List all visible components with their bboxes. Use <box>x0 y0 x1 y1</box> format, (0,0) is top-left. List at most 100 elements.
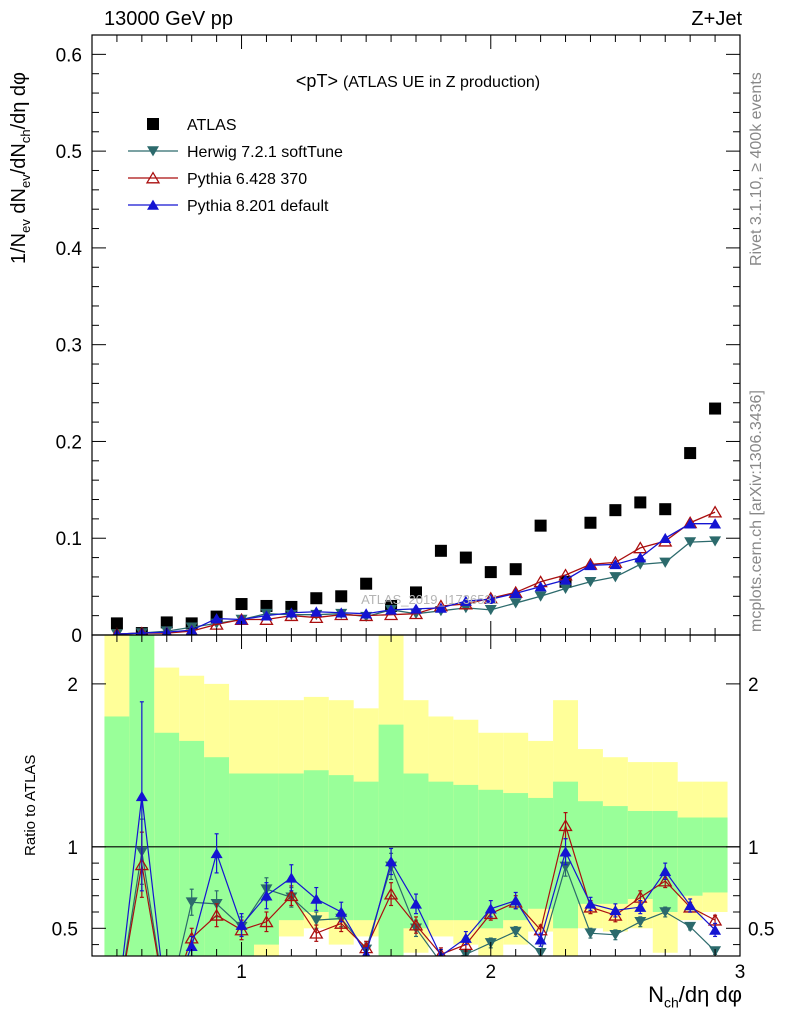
ratio-point <box>335 906 348 917</box>
main-series-group <box>110 402 723 635</box>
ratio-point <box>559 846 572 857</box>
main-ytick-label: 0.4 <box>56 239 83 260</box>
band-inner <box>328 775 354 921</box>
data-point <box>609 504 622 517</box>
ratio-point <box>659 865 672 877</box>
data-point <box>534 581 547 592</box>
ratio-point <box>634 916 647 928</box>
data-point <box>110 617 123 630</box>
data-point <box>584 559 597 571</box>
xlabel-n: N <box>648 982 664 1007</box>
data-point <box>659 557 672 568</box>
ratio-point <box>435 958 447 968</box>
legend-label: Pythia 8.201 default <box>187 198 329 215</box>
title-sub: (ATLAS UE in Z production) <box>343 74 540 91</box>
ratio-ytick-label: 2 <box>67 675 78 696</box>
data-point <box>634 496 647 509</box>
channel-label: Z+Jet <box>691 8 742 30</box>
band-inner <box>528 797 554 909</box>
xlabel: Nch/dη dφ <box>648 982 742 1010</box>
data-point <box>434 544 447 557</box>
ratio-ytick-label: 1 <box>67 838 78 859</box>
ratio-point <box>684 921 697 933</box>
ratio-point <box>459 932 472 943</box>
ratio-point <box>509 895 522 906</box>
band-inner <box>652 810 678 913</box>
legend-label: Pythia 6.428 370 <box>187 171 307 188</box>
data-point <box>659 503 672 516</box>
band-inner <box>353 781 379 921</box>
ratio-ytick-label-right: 2 <box>748 675 759 696</box>
ratio-point <box>659 907 672 918</box>
ratio-point <box>684 900 697 911</box>
ratio-point <box>484 903 497 914</box>
data-point <box>709 402 722 415</box>
ratio-series-triangle-up <box>122 701 722 956</box>
data-point <box>509 587 522 599</box>
ratio-ytick-label-right: 1 <box>748 838 759 859</box>
data-point <box>309 610 324 624</box>
ratio-point <box>584 928 597 939</box>
main-ytick-label: 0.1 <box>56 529 82 550</box>
ratio-series-group <box>122 701 723 968</box>
legend-entry: ATLAS <box>147 117 237 134</box>
legend: ATLAS Herwig 7.2.1 softTune Pythia 6.428 3… <box>128 117 343 215</box>
xtick-label: 2 <box>485 962 496 983</box>
xlabel-sub: ch <box>664 994 679 1011</box>
data-point <box>410 586 422 599</box>
data-point <box>534 591 547 602</box>
data-point <box>509 563 522 576</box>
process-label: 13000 GeV pp <box>104 8 233 30</box>
data-point <box>310 592 323 605</box>
ratio-ytick-label-right: 0.5 <box>748 919 774 940</box>
data-point <box>684 447 697 460</box>
legend-entry: Herwig 7.2.1 softTune <box>128 144 343 161</box>
data-point <box>160 616 173 629</box>
data-point <box>709 518 722 529</box>
data-point <box>235 598 248 611</box>
ratio-point <box>534 934 547 945</box>
data-point <box>235 614 248 625</box>
legend-entry: Pythia 8.201 default <box>128 198 329 215</box>
legend-marker <box>147 118 159 130</box>
band-inner <box>179 740 205 956</box>
chart-title: <pT> (ATLAS UE in Z production) <box>296 71 540 91</box>
ratio-point <box>185 897 198 908</box>
legend-marker <box>147 146 159 157</box>
data-point <box>609 572 622 583</box>
main-ytick-label: 0.2 <box>56 432 82 453</box>
main-series-triangle-up <box>113 518 722 635</box>
data-point <box>484 566 497 579</box>
ratio-point <box>259 915 274 928</box>
ratio-point <box>383 887 399 900</box>
ratio-point <box>235 919 248 930</box>
data-point <box>684 537 697 548</box>
ratio-point <box>408 918 424 931</box>
watermark: ATLAS_2019_I1736531 <box>361 592 499 607</box>
ratio-point <box>334 916 349 929</box>
main-ytick-label: 0.5 <box>56 142 82 163</box>
band-inner <box>702 817 728 893</box>
ratio-point <box>509 926 522 937</box>
band-inner <box>602 806 628 904</box>
data-point <box>634 552 647 563</box>
data-point <box>584 576 597 588</box>
main-ytick-label: 0.3 <box>56 336 82 357</box>
ratio-point <box>309 926 324 939</box>
data-point <box>509 598 522 609</box>
xtick-label: 1 <box>236 962 247 983</box>
data-point <box>459 595 472 606</box>
ratio-point <box>260 890 273 901</box>
band-inner <box>104 716 130 956</box>
data-point <box>584 516 597 529</box>
ratio-point <box>410 898 422 909</box>
xlabel-rest: /dη dφ <box>678 982 742 1007</box>
data-point <box>285 607 298 618</box>
ratio-point <box>209 908 224 921</box>
ratio-point <box>135 790 148 802</box>
band-inner <box>154 732 180 956</box>
data-point <box>335 590 348 603</box>
data-point <box>534 519 547 532</box>
ratio-point <box>210 847 223 859</box>
